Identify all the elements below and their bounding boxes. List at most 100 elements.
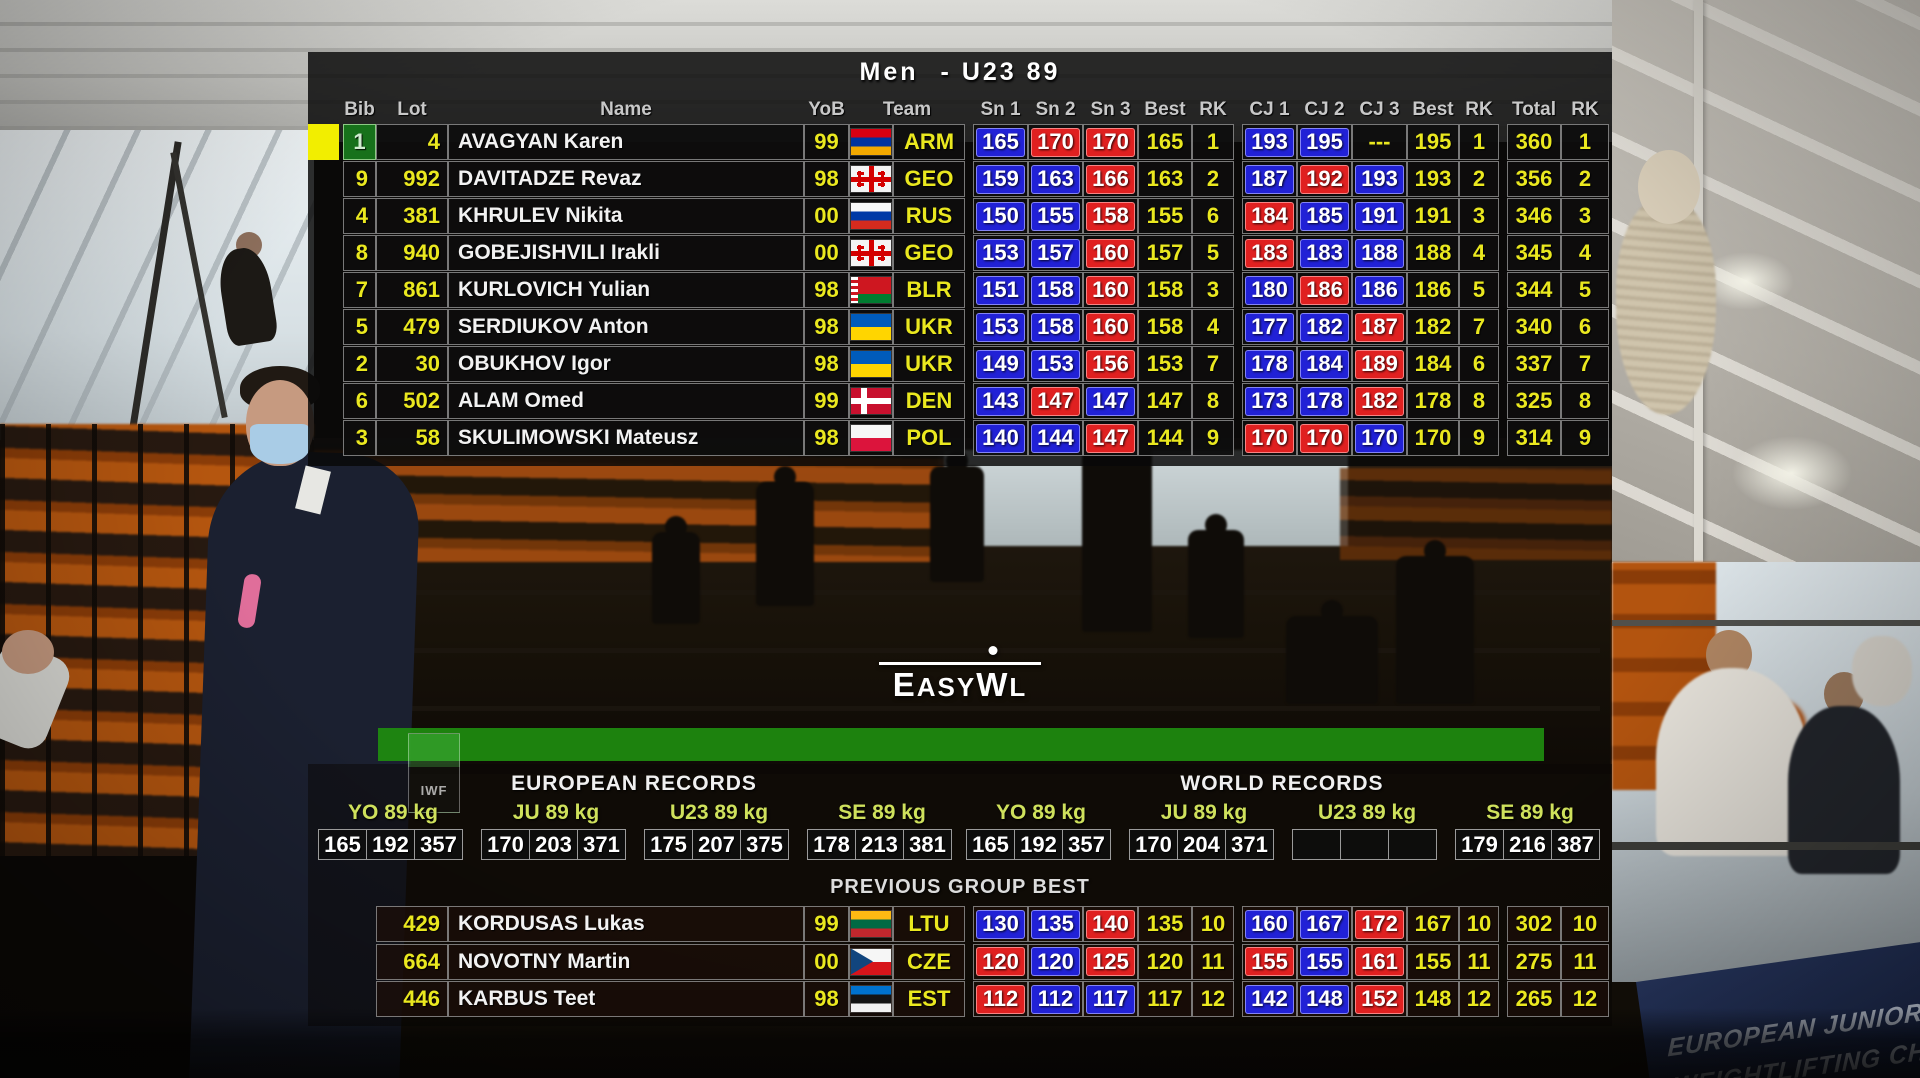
attempt-cell: 184	[1242, 198, 1297, 234]
snatch-attempt-box: 130	[976, 909, 1025, 939]
record-value-box: 165	[318, 829, 367, 860]
snatch-attempt-box: 158	[1031, 312, 1080, 342]
athlete-row: 1 4 AVAGYAN Karen 99 ARM 165 170 170 165 1 193 195-…	[308, 124, 1609, 160]
cleanjerk-attempt-box: 183	[1245, 238, 1294, 268]
attempt-cell: 160	[1083, 309, 1138, 345]
best-snatch-cell: 120	[1138, 943, 1192, 980]
attempt-cell: 157	[1028, 235, 1083, 271]
session-title: Men - U23 89	[308, 58, 1612, 87]
record-value-box: 179	[1455, 829, 1504, 860]
bib-cell: 1	[343, 124, 376, 160]
lot-cell: 502	[376, 383, 448, 419]
yob-cell: 00	[804, 235, 849, 271]
best-cj-cell: 155	[1407, 943, 1459, 980]
name-cell: OBUKHOV Igor	[448, 346, 804, 382]
name-cell: SERDIUKOV Anton	[448, 309, 804, 345]
stand-railing-right	[1612, 842, 1920, 850]
record-value-box: 387	[1551, 829, 1600, 860]
spectator-silhouette	[930, 466, 984, 582]
snatch-attempt-box: 149	[976, 349, 1025, 379]
flag-cell	[849, 383, 893, 419]
flag-blr-icon	[851, 277, 891, 303]
best-cj-cell: 167	[1407, 906, 1459, 942]
column-header-sn1: Sn 1	[980, 99, 1021, 120]
flag-geo-icon	[851, 240, 891, 266]
attempt-cell: 170	[1242, 420, 1297, 456]
lot-cell: 381	[376, 198, 448, 234]
flag-cell	[849, 198, 893, 234]
record-group: JU 89 kg 170 204 371	[1129, 801, 1279, 860]
cleanjerk-attempt-box: 195	[1300, 127, 1349, 157]
cj-rank-cell: 10	[1459, 906, 1499, 942]
name-cell: KHRULEV Nikita	[448, 198, 804, 234]
snatch-attempt-box: 155	[1031, 201, 1080, 231]
lot-cell: 664	[376, 943, 448, 980]
attempt-cell: 153	[973, 309, 1028, 345]
spectator-silhouette	[1188, 530, 1244, 638]
team-cell: RUS	[893, 198, 965, 234]
yob-cell: 98	[804, 981, 849, 1017]
attempt-cell: 143	[973, 383, 1028, 419]
cj-rank-cell: 12	[1459, 981, 1499, 1017]
attempt-cell: 120	[973, 943, 1028, 980]
yob-cell: 99	[804, 124, 849, 160]
cleanjerk-attempt-box: 193	[1355, 164, 1404, 194]
record-value-box: 375	[740, 829, 789, 860]
name-cell: SKULIMOWSKI Mateusz	[448, 420, 804, 456]
flag-cell	[849, 420, 893, 456]
snatch-rank-cell: 10	[1192, 906, 1234, 942]
record-group: U23 89 kg 175 207 375	[644, 801, 794, 860]
snatch-rank-cell: 5	[1192, 235, 1234, 271]
attempt-cell: 182	[1352, 383, 1407, 419]
flag-cell	[849, 981, 893, 1017]
snatch-attempt-box: 144	[1031, 423, 1080, 453]
attempt-cell: 156	[1083, 346, 1138, 382]
snatch-attempt-box: 143	[976, 386, 1025, 416]
cleanjerk-attempt-box: 177	[1245, 312, 1294, 342]
bib-cell: 4	[343, 198, 376, 234]
record-value-box: 170	[1129, 829, 1178, 860]
lot-cell: 429	[376, 906, 448, 942]
record-category-label: JU 89 kg	[512, 801, 600, 824]
attempt-cell: 135	[1028, 906, 1083, 942]
athlete-row: 4 381 KHRULEV Nikita 00 RUS 150 155 158 155 6 184 1…	[308, 198, 1609, 234]
record-value-box: 192	[1014, 829, 1063, 860]
team-cell: UKR	[893, 346, 965, 382]
record-category-label: U23 89 kg	[1317, 801, 1417, 824]
attempt-cell: 186	[1352, 272, 1407, 308]
column-header-sn3: Sn 3	[1090, 99, 1131, 120]
record-value-box: 178	[807, 829, 856, 860]
record-group: YO 89 kg 165 192 357	[966, 801, 1116, 860]
team-cell: CZE	[893, 943, 965, 980]
snatch-attempt-box: 147	[1031, 386, 1080, 416]
attempt-cell: 191	[1352, 198, 1407, 234]
column-header-best2: Best	[1412, 99, 1454, 120]
spectator-silhouette	[1286, 616, 1378, 704]
column-header-rk2: RK	[1465, 99, 1493, 120]
bib-cell: 7	[343, 272, 376, 308]
total-cell: 346	[1507, 198, 1561, 234]
athlete-row: 6 502 ALAM Omed 99 DEN 143 147 147 147 8 173 178 182…	[308, 383, 1609, 419]
record-value-boxes	[1292, 829, 1442, 860]
stand-railing-right	[1612, 620, 1920, 626]
session-gender: Men	[859, 58, 919, 86]
attempt-cell: 170	[1083, 124, 1138, 160]
snatch-attempt-box: 156	[1086, 349, 1135, 379]
results-table: 1 4 AVAGYAN Karen 99 ARM 165 170 170 165 1 193 195-…	[308, 124, 1609, 457]
european-records-title: EUROPEAN RECORDS	[511, 772, 757, 795]
current-athlete-marker	[308, 346, 339, 382]
best-snatch-cell: 155	[1138, 198, 1192, 234]
athlete-row: 8 940 GOBEJISHVILI Irakli 00 GEO 153 157 160 157…	[308, 235, 1609, 271]
current-athlete-marker	[308, 198, 339, 234]
cleanjerk-attempt-box: 152	[1355, 984, 1404, 1014]
snatch-rank-cell: 6	[1192, 198, 1234, 234]
record-category-label: JU 89 kg	[1160, 801, 1248, 824]
cleanjerk-attempt-box: 184	[1245, 201, 1294, 231]
snatch-attempt-box: 170	[1031, 127, 1080, 157]
cj-rank-cell: 9	[1459, 420, 1499, 456]
cleanjerk-attempt-box: 188	[1355, 238, 1404, 268]
spectator-silhouette	[652, 532, 700, 624]
total-rank-cell: 12	[1561, 981, 1609, 1017]
flag-ukr-icon	[851, 351, 891, 377]
cleanjerk-attempt-box: 185	[1300, 201, 1349, 231]
